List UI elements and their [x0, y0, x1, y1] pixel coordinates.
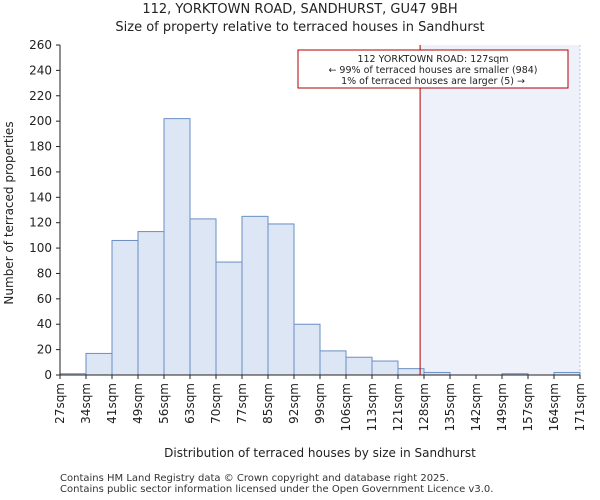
y-tick-label: 260 — [29, 38, 52, 52]
bar — [189, 218, 217, 376]
footer-line-2: Contains public sector information licen… — [60, 484, 494, 495]
bar-chart: 0 20 40 60 80 100 120 140 160 180 200 220 240 260 27s… — [2, 38, 587, 460]
footer: Contains HM Land Registry data © Crown c… — [60, 473, 493, 495]
y-tick-label: 0 — [44, 368, 52, 382]
x-tick-label: 63sqm — [183, 383, 197, 424]
x-tick-label: 128sqm — [417, 383, 431, 431]
x-tick-label: 77sqm — [235, 383, 249, 424]
shaded-region — [420, 45, 580, 375]
y-tick-label: 220 — [29, 89, 52, 103]
y-tick-label: 160 — [29, 165, 52, 179]
bar — [111, 239, 139, 376]
bar — [267, 223, 295, 376]
x-tick-label: 49sqm — [131, 383, 145, 424]
y-tick-label: 140 — [29, 190, 52, 204]
x-tick-label: 27sqm — [53, 383, 67, 424]
bar — [293, 323, 321, 376]
y-tick-label: 80 — [37, 266, 52, 280]
x-tick-label: 34sqm — [79, 383, 93, 424]
bar — [85, 352, 113, 376]
x-tick-label: 85sqm — [261, 383, 275, 424]
bar — [137, 231, 165, 376]
bar — [345, 356, 373, 376]
bar — [371, 360, 399, 376]
x-tick-label: 149sqm — [495, 383, 509, 431]
bar — [215, 261, 243, 376]
x-tick-label: 92sqm — [287, 383, 301, 424]
x-tick-label: 41sqm — [105, 383, 119, 424]
y-tick-label: 120 — [29, 216, 52, 230]
y-tick-label: 200 — [29, 114, 52, 128]
x-tick-label: 142sqm — [469, 383, 483, 431]
y-tick-label: 40 — [37, 317, 52, 331]
annotation-line-2: ← 99% of terraced houses are smaller (98… — [328, 65, 537, 76]
footer-line-1: Contains HM Land Registry data © Crown c… — [60, 473, 449, 484]
y-tick-label: 20 — [37, 343, 52, 357]
y-tick-label: 180 — [29, 140, 52, 154]
annotation-line-1: 112 YORKTOWN ROAD: 127sqm — [357, 54, 508, 65]
y-tick-label: 60 — [37, 292, 52, 306]
y-tick-label: 100 — [29, 241, 52, 255]
bar — [319, 350, 347, 376]
x-tick-label: 99sqm — [313, 383, 327, 424]
annotation-box — [297, 49, 569, 89]
x-tick-label: 135sqm — [443, 383, 457, 431]
chart-subtitle: Size of property relative to terraced ho… — [115, 20, 485, 35]
x-tick-label: 56sqm — [157, 383, 171, 424]
y-axis-label: Number of terraced properties — [2, 121, 16, 304]
bar — [241, 215, 269, 376]
x-tick-label: 164sqm — [547, 383, 561, 431]
x-tick-label: 157sqm — [521, 383, 535, 431]
annotation-line-3: 1% of terraced houses are larger (5) → — [341, 76, 525, 87]
x-tick-label: 106sqm — [339, 383, 353, 431]
chart-title: 112, YORKTOWN ROAD, SANDHURST, GU47 9BH — [142, 2, 458, 17]
x-tick-label: 113sqm — [365, 383, 379, 431]
y-tick-label: 240 — [29, 63, 52, 77]
bar — [163, 118, 191, 376]
x-tick-label: 171sqm — [573, 383, 587, 431]
x-tick-label: 121sqm — [391, 383, 405, 431]
x-axis-label: Distribution of terraced houses by size … — [164, 446, 476, 460]
x-tick-label: 70sqm — [209, 383, 223, 424]
